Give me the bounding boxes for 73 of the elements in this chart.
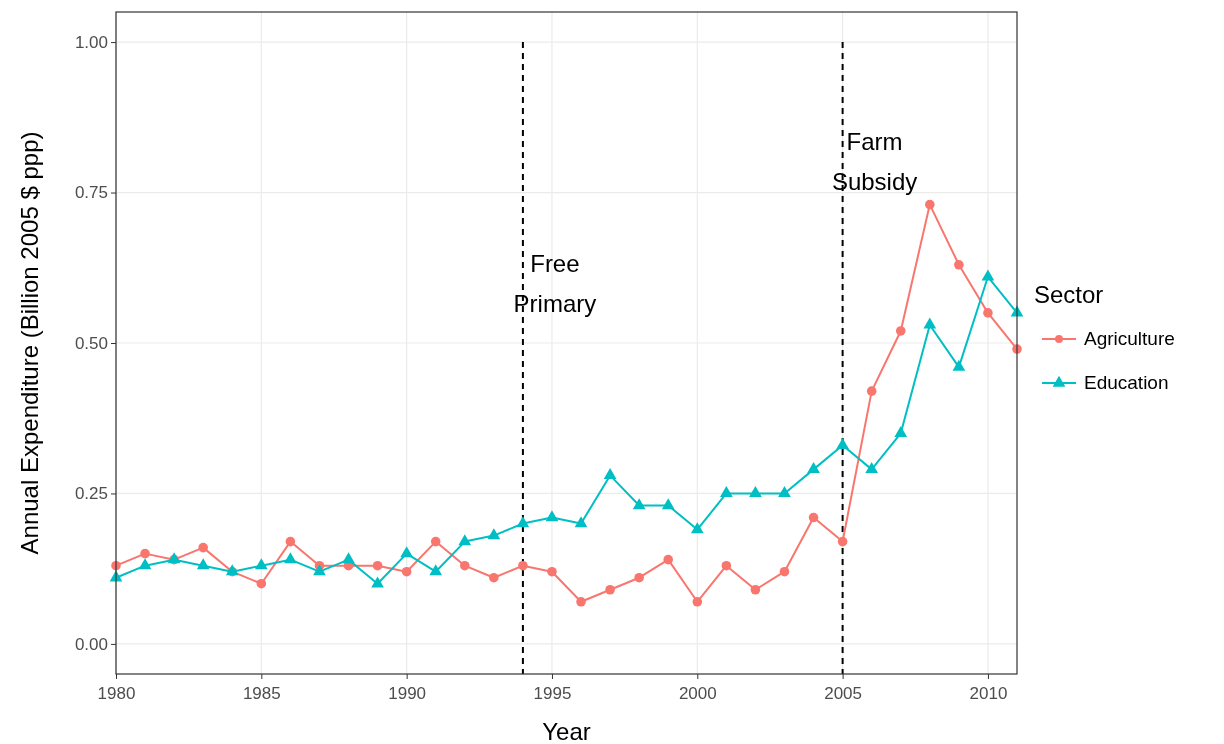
- point: [342, 552, 355, 564]
- point: [284, 552, 297, 564]
- point: [894, 425, 908, 437]
- point: [400, 546, 413, 558]
- point: [632, 498, 646, 510]
- point: [661, 498, 675, 510]
- point: [778, 486, 791, 498]
- x-tick-label: 1995: [533, 684, 572, 703]
- point: [605, 584, 615, 595]
- point: [836, 437, 849, 449]
- point: [866, 386, 877, 396]
- point: [372, 560, 383, 571]
- point: [692, 597, 703, 607]
- point: [487, 528, 501, 540]
- point: [895, 326, 906, 336]
- point: [808, 512, 819, 523]
- point: [458, 534, 472, 546]
- point: [256, 578, 267, 589]
- point: [285, 536, 296, 547]
- x-tick-label: 1985: [242, 684, 281, 703]
- legend-label: Agriculture: [1084, 328, 1175, 349]
- point: [198, 542, 208, 553]
- point: [779, 566, 790, 577]
- point: [313, 564, 326, 576]
- point: [371, 576, 384, 588]
- point: [138, 558, 152, 570]
- point: [952, 359, 966, 371]
- point: [518, 560, 528, 571]
- y-tick-label: 0.25: [74, 484, 108, 504]
- point: [489, 572, 499, 583]
- ref-line-label: Free Primary: [513, 250, 597, 317]
- point: [983, 308, 993, 318]
- point: [925, 199, 935, 210]
- point: [545, 510, 559, 522]
- point: [750, 584, 761, 595]
- x-tick-label: 2010: [969, 684, 1008, 703]
- ref-line-label: Farm Subsidy: [831, 128, 918, 195]
- point: [429, 564, 443, 576]
- y-tick-label: 0.00: [74, 634, 108, 654]
- point: [459, 560, 470, 571]
- legend-title: Sector: [1034, 281, 1104, 308]
- point: [865, 462, 879, 474]
- point: [663, 554, 674, 565]
- point: [837, 536, 848, 547]
- y-axis-title: Annual Expenditure (Billion 2005 $ ppp): [16, 131, 43, 555]
- point: [196, 558, 210, 570]
- point: [720, 486, 733, 498]
- point: [981, 269, 995, 281]
- point: [954, 259, 964, 270]
- x-tick-label: 2005: [824, 684, 863, 703]
- y-tick-label: 0.50: [74, 333, 108, 353]
- x-tick-label: 1990: [388, 684, 427, 703]
- point: [574, 516, 588, 528]
- y-tick-label: 0.75: [74, 183, 108, 203]
- legend-label: Education: [1084, 372, 1169, 393]
- point: [140, 548, 150, 559]
- point: [401, 566, 412, 577]
- point: [634, 572, 644, 583]
- x-tick-label: 1980: [97, 684, 136, 703]
- point: [254, 558, 268, 570]
- point: [690, 522, 704, 534]
- point: [576, 597, 586, 607]
- point: [721, 560, 732, 571]
- point: [923, 317, 937, 329]
- point: [749, 486, 762, 498]
- point: [807, 462, 820, 474]
- x-tick-label: 2000: [678, 684, 717, 703]
- point: [430, 536, 441, 547]
- point: [603, 468, 617, 480]
- point: [516, 516, 530, 528]
- point: [547, 566, 557, 577]
- y-tick-label: 1.00: [74, 33, 108, 53]
- x-axis-title: Year: [542, 718, 591, 744]
